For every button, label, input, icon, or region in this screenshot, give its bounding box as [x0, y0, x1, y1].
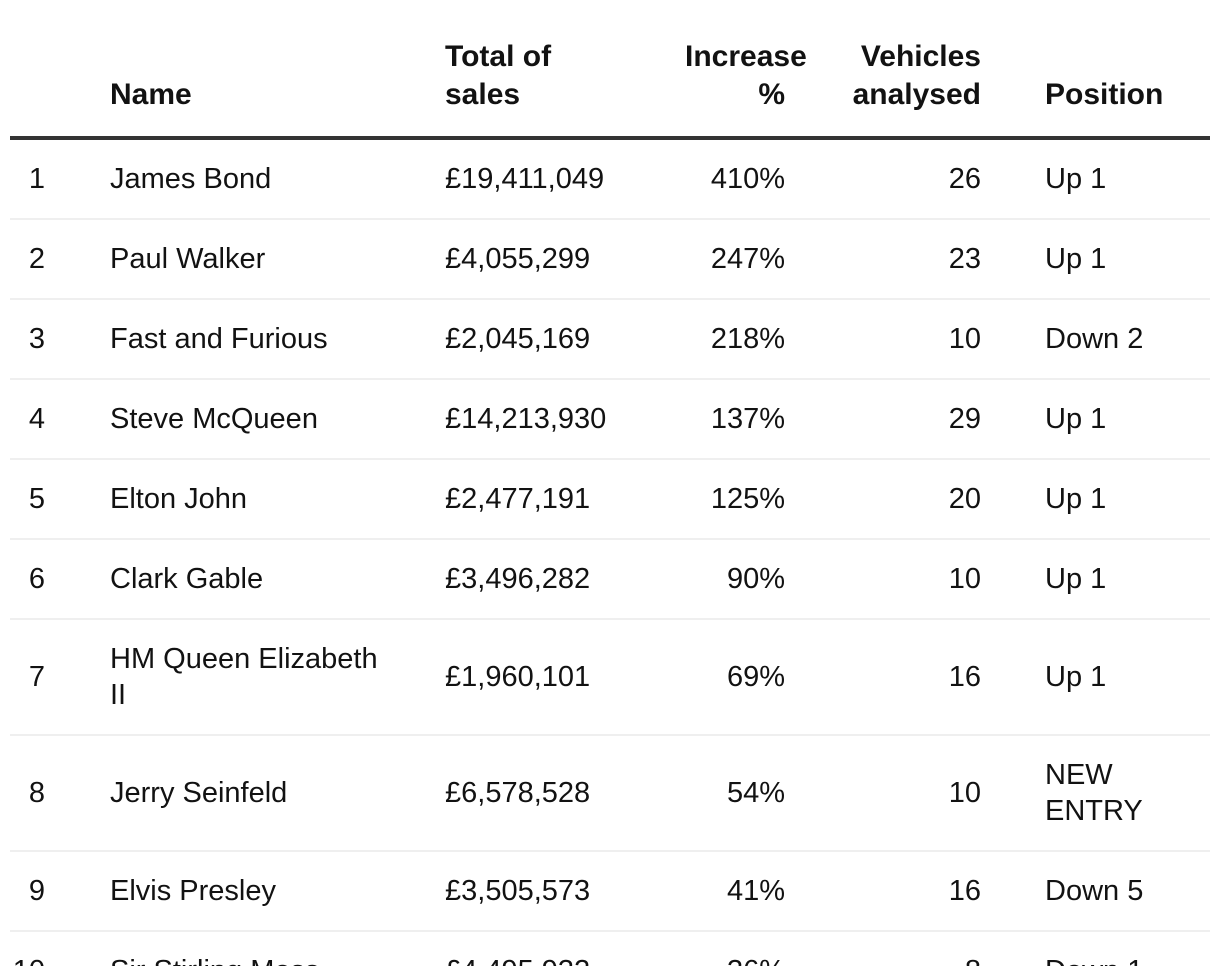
header-vehicles-analysed: Vehicles analysed	[790, 0, 986, 140]
rank-cell: 9	[10, 850, 45, 931]
name-cell: Jerry Seinfeld	[45, 734, 435, 851]
sales-leaderboard-table: Name Total of sales Increase % Vehicles …	[10, 0, 1210, 966]
total-sales-cell: £2,045,169	[435, 298, 685, 379]
vehicles-cell: 16	[790, 850, 986, 931]
position-cell: NEW ENTRY	[986, 734, 1210, 851]
rank-cell: 4	[10, 378, 45, 459]
position-cell: Up 1	[986, 378, 1210, 459]
rank-cell: 8	[10, 734, 45, 851]
increase-cell: 69%	[685, 618, 790, 735]
increase-cell: 90%	[685, 538, 790, 619]
vehicles-cell: 26	[948, 163, 981, 195]
name-cell: Paul Walker	[45, 218, 435, 299]
table-row: 10 Sir Stirling Moss £4,495,932 36% 8 Do…	[10, 930, 1210, 966]
vehicles-cell: 16	[790, 618, 986, 735]
position-cell: Down 1	[986, 930, 1210, 966]
rank-cell: 2	[10, 218, 45, 299]
increase-cell: 137%	[685, 378, 790, 459]
position-cell: Up 1	[986, 458, 1210, 539]
total-sales-cell: £14,213,930	[435, 378, 685, 459]
vehicles-cell: 10	[790, 538, 986, 619]
position-cell: Up 1	[1045, 163, 1107, 195]
total-sales-cell: £1,960,101	[435, 618, 685, 735]
rank-cell: 1	[28, 163, 45, 195]
total-sales-cell: £4,055,299	[435, 218, 685, 299]
increase-cell: 247%	[685, 218, 790, 299]
rank-cell: 7	[10, 618, 45, 735]
name-cell: Elton John	[45, 458, 435, 539]
header-position: Position	[986, 0, 1210, 140]
table-row: 9 Elvis Presley £3,505,573 41% 16 Down 5	[10, 850, 1210, 931]
vehicles-cell: 10	[790, 734, 986, 851]
position-cell: Up 1	[986, 618, 1210, 735]
table-row: 6 Clark Gable £3,496,282 90% 10 Up 1	[10, 538, 1210, 619]
name-cell: HM Queen Elizabeth II	[45, 618, 435, 735]
header-name: Name	[45, 0, 435, 140]
table-row: 7 HM Queen Elizabeth II £1,960,101 69% 1…	[10, 618, 1210, 735]
header-increase-percent: Increase %	[685, 0, 807, 140]
increase-cell: 54%	[685, 734, 790, 851]
table-row: 4 Steve McQueen £14,213,930 137% 29 Up 1	[10, 378, 1210, 459]
total-sales-cell: £3,496,282	[435, 538, 685, 619]
position-cell: Down 5	[986, 850, 1210, 931]
name-cell: Steve McQueen	[45, 378, 435, 459]
vehicles-cell: 10	[790, 298, 986, 379]
table-body: 1 James Bond £19,411,049 410% 26 Up 1 2 …	[10, 138, 1210, 966]
increase-cell: 125%	[685, 458, 790, 539]
table-row: 8 Jerry Seinfeld £6,578,528 54% 10 NEW E…	[10, 734, 1210, 851]
position-cell: Up 1	[986, 218, 1210, 299]
position-cell: Up 1	[986, 538, 1210, 619]
header-rank	[10, 0, 45, 140]
increase-cell: 36%	[685, 930, 790, 966]
header-total-of-sales: Total of sales	[435, 0, 685, 140]
vehicles-cell: 23	[790, 218, 986, 299]
table-row: 5 Elton John £2,477,191 125% 20 Up 1	[10, 458, 1210, 539]
total-sales-cell: £2,477,191	[435, 458, 685, 539]
rank-cell: 10	[10, 930, 45, 966]
vehicles-cell: 8	[790, 930, 986, 966]
table-row: 3 Fast and Furious £2,045,169 218% 10 Do…	[10, 298, 1210, 379]
increase-cell: 218%	[685, 298, 790, 379]
name-cell: Elvis Presley	[45, 850, 435, 931]
name-cell: James Bond	[110, 163, 272, 195]
rank-cell: 3	[10, 298, 45, 379]
total-sales-cell: £6,578,528	[435, 734, 685, 851]
table-row: 1 James Bond £19,411,049 410% 26 Up 1	[10, 138, 1210, 219]
name-cell: Clark Gable	[45, 538, 435, 619]
name-cell: Fast and Furious	[45, 298, 435, 379]
increase-cell: 41%	[685, 850, 790, 931]
total-sales-cell: £3,505,573	[435, 850, 685, 931]
position-cell: Down 2	[986, 298, 1210, 379]
rank-cell: 5	[10, 458, 45, 539]
header-row: Name Total of sales Increase % Vehicles …	[10, 0, 1210, 140]
vehicles-cell: 29	[790, 378, 986, 459]
name-cell: Sir Stirling Moss	[45, 930, 435, 966]
rank-cell: 6	[10, 538, 45, 619]
total-sales-cell: £19,411,049	[445, 163, 605, 195]
vehicles-cell: 20	[790, 458, 986, 539]
total-sales-cell: £4,495,932	[435, 930, 685, 966]
increase-cell: 410%	[710, 163, 785, 195]
table-row: 2 Paul Walker £4,055,299 247% 23 Up 1	[10, 218, 1210, 299]
